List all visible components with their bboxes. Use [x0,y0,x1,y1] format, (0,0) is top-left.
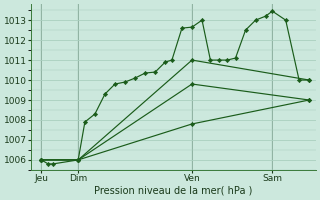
X-axis label: Pression niveau de la mer( hPa ): Pression niveau de la mer( hPa ) [94,186,253,196]
